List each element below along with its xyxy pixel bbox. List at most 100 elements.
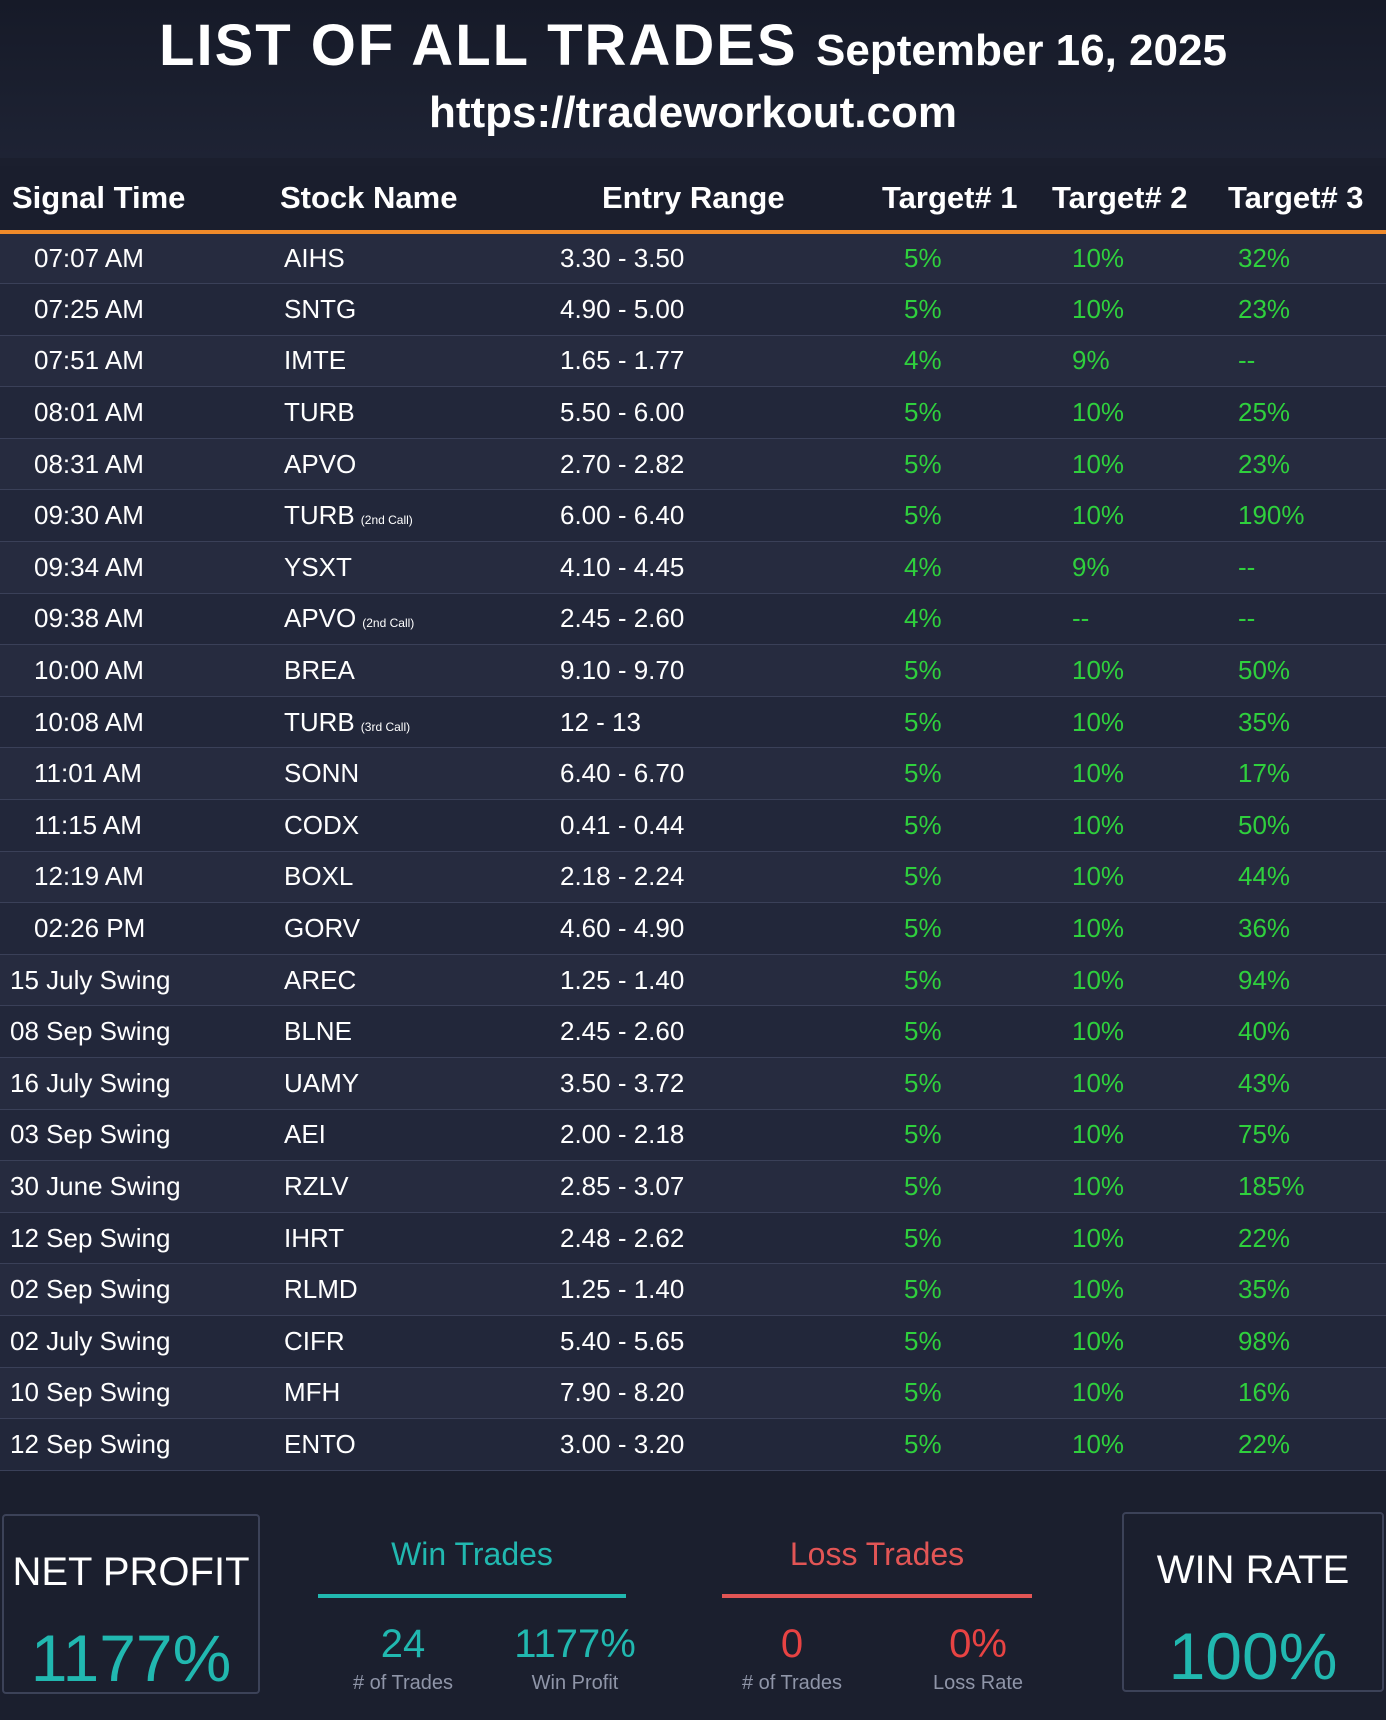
cell-target-3: 50% [1238, 809, 1291, 840]
cell-target-3: 23% [1238, 448, 1291, 479]
cell-target-3: -- [1238, 603, 1256, 634]
cell-target-3: 22% [1238, 1222, 1291, 1253]
report-date: September 16, 2025 [816, 26, 1227, 75]
cell-target-3: 98% [1238, 1325, 1291, 1356]
cell-target-2: 10% [1072, 243, 1125, 274]
column-header-target-2: Target# 2 [1012, 166, 1188, 234]
cell-target-2: 10% [1072, 1170, 1125, 1201]
cell-signal-time: 12 Sep Swing [10, 1222, 171, 1253]
cell-target-2: 9% [1072, 345, 1110, 376]
cell-target-3: 190% [1238, 500, 1305, 531]
cell-target-1: 5% [904, 655, 942, 686]
cell-entry-range: 1.65 - 1.77 [560, 345, 685, 376]
cell-target-2: 10% [1072, 1377, 1125, 1408]
cell-signal-time: 02 July Swing [10, 1325, 171, 1356]
cell-target-3: 50% [1238, 655, 1291, 686]
win-profit-label: Win Profit [531, 1672, 619, 1694]
cell-target-1: 5% [904, 913, 942, 944]
cell-target-1: 5% [904, 1222, 942, 1253]
cell-target-3: 17% [1238, 758, 1291, 789]
cell-stock-name: AIHS [240, 232, 510, 284]
cell-entry-range: 2.85 - 3.07 [560, 1170, 685, 1201]
cell-target-3: 35% [1238, 1274, 1291, 1305]
column-header-stock-name: Stock Name [240, 166, 510, 234]
cell-entry-range: 2.48 - 2.62 [560, 1222, 685, 1253]
cell-stock-name: BREA [240, 645, 510, 697]
cell-stock-name: IMTE [240, 335, 510, 387]
table-row: 07:51 AM IMTE 1.65 - 1.77 4% 9% -- [0, 335, 1386, 387]
cell-signal-time: 30 June Swing [10, 1170, 181, 1201]
table-row: 03 Sep Swing AEI 2.00 - 2.18 5% 10% 75% [0, 1109, 1386, 1161]
table-row: 12 Sep Swing IHRT 2.48 - 2.62 5% 10% 22% [0, 1212, 1386, 1264]
cell-signal-time: 02:26 PM [34, 913, 146, 944]
stock-ticker: CIFR [284, 1325, 345, 1356]
table-row: 09:38 AM APVO (2nd Call) 2.45 - 2.60 4% -- -- [0, 593, 1386, 645]
cell-entry-range: 2.45 - 2.60 [560, 603, 685, 634]
cell-target-1: 5% [904, 861, 942, 892]
column-header-target-1: Target# 1 [840, 166, 1018, 234]
loss-rate-label: Loss Rate [932, 1672, 1024, 1694]
cell-target-2: 10% [1072, 706, 1125, 737]
cell-target-3: 94% [1238, 964, 1291, 995]
cell-target-3: 43% [1238, 1067, 1291, 1098]
table-row: 15 July Swing AREC 1.25 - 1.40 5% 10% 94% [0, 954, 1386, 1006]
win-trades-count-label: # of Trades [352, 1672, 454, 1694]
cell-target-2: 10% [1072, 1274, 1125, 1305]
stock-ticker: SNTG [284, 293, 357, 324]
cell-entry-range: 1.25 - 1.40 [560, 1274, 685, 1305]
title-line: LIST OF ALL TRADES September 16, 2025 [0, 12, 1386, 79]
table-row: 08:01 AM TURB 5.50 - 6.00 5% 10% 25% [0, 386, 1386, 439]
cell-target-2: 10% [1072, 861, 1125, 892]
table-row: 07:07 AM AIHS 3.30 - 3.50 5% 10% 32% [0, 232, 1386, 284]
cell-signal-time: 10:08 AM [34, 706, 144, 737]
cell-target-3: 36% [1238, 913, 1291, 944]
cell-signal-time: 12 Sep Swing [10, 1428, 171, 1459]
stock-ticker: IHRT [284, 1222, 345, 1253]
cell-entry-range: 0.41 - 0.44 [560, 809, 685, 840]
stock-ticker: BREA [284, 655, 355, 686]
win-rate-box: WIN RATE 100% [1122, 1512, 1384, 1693]
cell-signal-time: 07:07 AM [34, 243, 144, 274]
cell-signal-time: 15 July Swing [10, 964, 171, 995]
table-row: 09:30 AM TURB (2nd Call) 6.00 - 6.40 5% 10% 19… [0, 489, 1386, 542]
cell-entry-range: 4.90 - 5.00 [560, 293, 685, 324]
cell-target-1: 5% [904, 1170, 942, 1201]
cell-stock-name: TURB (3rd Call) [240, 696, 510, 748]
cell-target-2: 10% [1072, 500, 1125, 531]
stock-ticker: IMTE [284, 345, 347, 376]
cell-target-1: 5% [904, 397, 942, 428]
cell-signal-time: 12:19 AM [34, 861, 144, 892]
summary-panel: NET PROFIT 1177% Win Trades 24 # of Trad… [0, 1500, 1386, 1720]
win-trades-title: Win Trades [391, 1536, 553, 1572]
cell-target-3: 40% [1238, 1016, 1291, 1047]
cell-signal-time: 02 Sep Swing [10, 1274, 171, 1305]
cell-target-3: 16% [1238, 1377, 1291, 1408]
site-url: https://tradeworkout.com [428, 88, 958, 137]
stock-ticker: UAMY [284, 1067, 360, 1098]
stock-ticker: AIHS [284, 243, 345, 274]
cell-target-1: 5% [904, 293, 942, 324]
cell-target-2: 10% [1072, 1325, 1125, 1356]
cell-entry-range: 3.00 - 3.20 [560, 1428, 685, 1459]
cell-entry-range: 6.40 - 6.70 [560, 758, 685, 789]
cell-stock-name: AEI [240, 1109, 510, 1161]
cell-target-1: 5% [904, 1428, 942, 1459]
cell-signal-time: 08 Sep Swing [10, 1016, 171, 1047]
cell-target-3: -- [1238, 345, 1256, 376]
cell-signal-time: 11:01 AM [34, 758, 142, 789]
cell-target-1: 5% [904, 964, 942, 995]
cell-target-2: 10% [1072, 1428, 1125, 1459]
page-header: LIST OF ALL TRADES September 16, 2025 ht… [0, 0, 1386, 158]
stock-ticker: CODX [284, 809, 360, 840]
cell-stock-name: YSXT [240, 542, 510, 594]
cell-target-1: 4% [904, 345, 942, 376]
cell-entry-range: 4.60 - 4.90 [560, 913, 685, 944]
table-row: 12 Sep Swing ENTO 3.00 - 3.20 5% 10% 22% [0, 1418, 1386, 1471]
stock-ticker: TURB [284, 706, 355, 737]
cell-target-2: -- [1072, 603, 1090, 634]
cell-entry-range: 4.10 - 4.45 [560, 551, 685, 582]
cell-stock-name: BOXL [240, 851, 510, 903]
cell-stock-name: AREC [240, 954, 510, 1006]
cell-signal-time: 07:25 AM [34, 293, 144, 324]
cell-stock-name: SNTG [240, 284, 510, 336]
